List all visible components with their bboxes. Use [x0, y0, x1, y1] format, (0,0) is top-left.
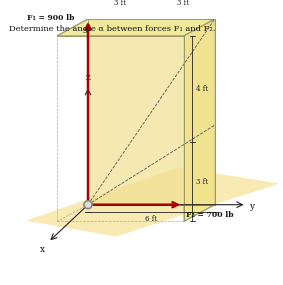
Text: z: z [86, 73, 90, 82]
Text: 3 ft: 3 ft [196, 178, 208, 186]
Circle shape [84, 201, 92, 209]
Text: 3 ft: 3 ft [114, 0, 126, 7]
Text: F₁ = 900 lb: F₁ = 900 lb [27, 14, 74, 22]
Text: 4 ft: 4 ft [196, 85, 208, 93]
Polygon shape [88, 19, 215, 205]
Text: 6 ft: 6 ft [145, 215, 157, 223]
Circle shape [85, 202, 91, 207]
Polygon shape [26, 168, 280, 237]
Text: F₂ = 700 lb: F₂ = 700 lb [186, 211, 233, 219]
Text: y: y [249, 201, 254, 211]
Text: x: x [40, 245, 45, 254]
Text: Determine the angle α between forces F₁ and F₂.: Determine the angle α between forces F₁ … [9, 25, 216, 33]
Text: 3 ft: 3 ft [177, 0, 189, 7]
Polygon shape [184, 19, 215, 221]
Polygon shape [57, 19, 215, 36]
